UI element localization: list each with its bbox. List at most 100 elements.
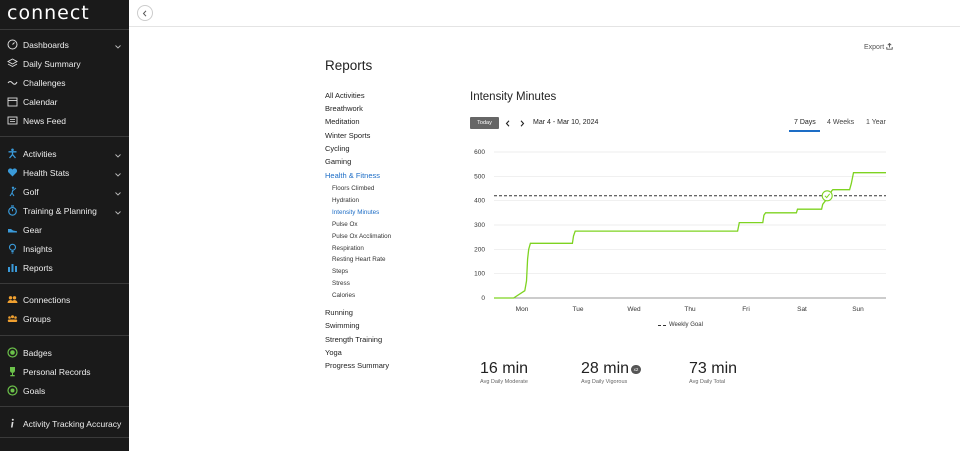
sidebar-divider <box>0 406 129 407</box>
sidebar-item-label: Health Stats <box>23 167 70 178</box>
running-figure-icon <box>7 148 18 159</box>
report-link-health-fitness[interactable]: Health & Fitness <box>325 171 381 180</box>
connect-logo[interactable]: connect <box>7 2 90 24</box>
tab-7-days[interactable]: 7 Days <box>794 119 816 126</box>
stat-value: 16 min <box>480 360 529 377</box>
report-sublink-steps[interactable]: Steps <box>332 268 349 275</box>
sidebar-divider <box>0 437 129 438</box>
sidebar-group-info: Activity Tracking Accuracy <box>0 414 129 433</box>
sidebar-item-label: Goals <box>23 385 46 396</box>
sidebar-group-main: Dashboards Daily Summary Challenges Cale… <box>0 35 129 130</box>
sidebar-item-golf[interactable]: Golf <box>0 182 129 201</box>
stat-value: 28 min <box>581 360 630 377</box>
tab-1-year[interactable]: 1 Year <box>866 119 886 126</box>
report-sublink-floors-climbed[interactable]: Floors Climbed <box>332 185 375 192</box>
previous-range-button[interactable] <box>503 117 513 129</box>
active-tab-indicator <box>789 130 820 132</box>
badge-icon <box>7 347 18 358</box>
report-link-winter-sports[interactable]: Winter Sports <box>325 131 371 140</box>
stat-label: Avg Daily Moderate <box>480 379 528 385</box>
sidebar-item-label: Golf <box>23 186 39 197</box>
multiplier-badge: x2 <box>631 364 642 374</box>
sidebar-group-activities: Activities Health Stats Golf Training & … <box>0 144 129 277</box>
sidebar-item-label: Reports <box>23 262 53 273</box>
sidebar-item-gear[interactable]: Gear <box>0 220 129 239</box>
sidebar-item-goals[interactable]: Goals <box>0 381 129 400</box>
sidebar-item-challenges[interactable]: Challenges <box>0 73 129 92</box>
collapse-sidebar-button[interactable] <box>137 5 153 21</box>
report-sublink-resting-heart-rate[interactable]: Resting Heart Rate <box>332 256 386 263</box>
sidebar-group-achievements: Badges Personal Records Goals <box>0 343 129 400</box>
report-link-swimming[interactable]: Swimming <box>325 321 360 330</box>
sidebar-item-groups[interactable]: Groups <box>0 309 129 328</box>
lightbulb-icon <box>7 243 18 254</box>
report-link-running[interactable]: Running <box>325 308 353 317</box>
report-sublink-calories[interactable]: Calories <box>332 292 356 299</box>
tab-4-weeks[interactable]: 4 Weeks <box>827 119 855 126</box>
x-tick-label: Mon <box>516 306 529 313</box>
report-sublink-respiration[interactable]: Respiration <box>332 245 364 252</box>
heart-icon <box>7 167 18 178</box>
sidebar-group-social: Connections Groups <box>0 290 129 328</box>
trophy-icon <box>7 366 18 377</box>
sidebar-item-dashboards[interactable]: Dashboards <box>0 35 129 54</box>
x-tick-label: Wed <box>627 306 641 313</box>
bar-chart-icon <box>7 262 18 273</box>
report-sublink-pulse-ox-acclimation[interactable]: Pulse Ox Acclimation <box>332 233 392 240</box>
report-sublink-hydration[interactable]: Hydration <box>332 197 359 204</box>
report-link-meditation[interactable]: Meditation <box>325 117 360 126</box>
stat-avg-daily-moderate: 16 min Avg Daily Moderate <box>480 360 528 385</box>
stat-value: 73 min <box>689 360 738 377</box>
sidebar-item-label: Connections <box>23 294 71 305</box>
chevron-down-icon <box>115 189 121 196</box>
chevron-left-icon <box>505 114 511 132</box>
today-button[interactable]: Today <box>470 117 499 129</box>
sidebar-item-badges[interactable]: Badges <box>0 343 129 362</box>
sidebar-item-calendar[interactable]: Calendar <box>0 92 129 111</box>
export-button[interactable]: Export <box>864 42 893 52</box>
intensity-series-line <box>494 172 886 299</box>
chevron-down-icon <box>115 208 121 215</box>
x-tick-label: Sun <box>852 306 864 313</box>
report-sublink-intensity-minutes[interactable]: Intensity Minutes <box>332 209 380 216</box>
date-range-label: Mar 4 - Mar 10, 2024 <box>533 119 599 126</box>
sidebar-item-label: News Feed <box>23 115 66 126</box>
sidebar-item-activity-tracking-accuracy[interactable]: Activity Tracking Accuracy <box>0 414 129 433</box>
y-tick-label: 200 <box>474 246 485 253</box>
sidebar-item-news-feed[interactable]: News Feed <box>0 111 129 130</box>
x-tick-label: Sat <box>797 306 807 313</box>
sidebar-item-daily-summary[interactable]: Daily Summary <box>0 54 129 73</box>
sidebar-item-label: Groups <box>23 313 51 324</box>
report-sublink-stress[interactable]: Stress <box>332 280 350 287</box>
report-link-breathwork[interactable]: Breathwork <box>325 104 363 113</box>
next-range-button[interactable] <box>517 117 527 129</box>
sidebar-item-label: Daily Summary <box>23 58 81 69</box>
stat-label: Avg Daily Total <box>689 379 726 385</box>
sidebar-divider <box>0 29 129 30</box>
y-tick-label: 600 <box>474 149 485 156</box>
golfer-icon <box>7 186 18 197</box>
report-link-yoga[interactable]: Yoga <box>325 348 342 357</box>
sidebar-item-label: Activities <box>23 148 57 159</box>
sidebar-item-label: Dashboards <box>23 39 69 50</box>
report-sublink-pulse-ox[interactable]: Pulse Ox <box>332 221 358 228</box>
x-tick-label: Tue <box>573 306 584 313</box>
report-link-progress-summary[interactable]: Progress Summary <box>325 361 390 370</box>
sidebar-item-connections[interactable]: Connections <box>0 290 129 309</box>
sidebar-item-personal-records[interactable]: Personal Records <box>0 362 129 381</box>
sidebar-item-health-stats[interactable]: Health Stats <box>0 163 129 182</box>
sidebar-item-training-planning[interactable]: Training & Planning <box>0 201 129 220</box>
challenges-icon <box>7 77 18 88</box>
goal-check-icon <box>824 193 831 199</box>
gauge-icon <box>7 39 18 50</box>
chart-legend: Weekly Goal <box>658 322 703 328</box>
report-link-cycling[interactable]: Cycling <box>325 144 350 153</box>
report-link-all-activities[interactable]: All Activities <box>325 91 365 100</box>
report-link-gaming[interactable]: Gaming <box>325 157 352 166</box>
sidebar-item-activities[interactable]: Activities <box>0 144 129 163</box>
sidebar-item-reports[interactable]: Reports <box>0 258 129 277</box>
report-link-strength-training[interactable]: Strength Training <box>325 335 383 344</box>
sidebar-item-insights[interactable]: Insights <box>0 239 129 258</box>
y-tick-label: 0 <box>481 295 485 302</box>
top-bar <box>129 0 960 27</box>
